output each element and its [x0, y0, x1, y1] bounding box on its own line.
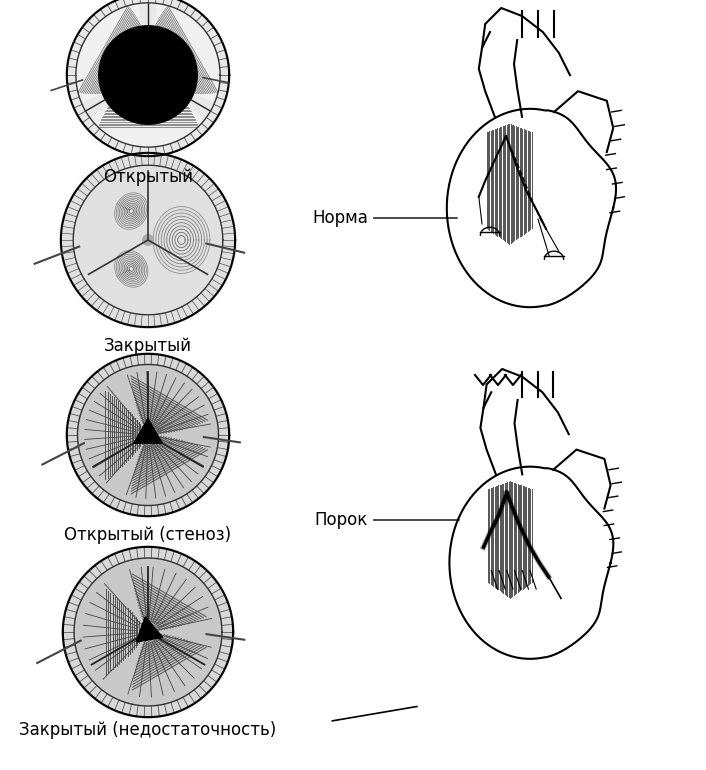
Text: Закрытый: Закрытый	[104, 337, 192, 355]
Polygon shape	[66, 353, 230, 517]
Polygon shape	[60, 152, 236, 328]
Polygon shape	[91, 105, 205, 147]
Polygon shape	[66, 0, 230, 157]
Polygon shape	[76, 4, 141, 102]
Polygon shape	[78, 364, 219, 506]
Text: Открытый (стеноз): Открытый (стеноз)	[64, 526, 232, 544]
Polygon shape	[62, 546, 234, 718]
Text: Норма: Норма	[312, 209, 457, 227]
Polygon shape	[60, 152, 236, 328]
Polygon shape	[134, 419, 162, 444]
Polygon shape	[66, 0, 230, 157]
Polygon shape	[74, 558, 222, 706]
Polygon shape	[143, 235, 153, 246]
Polygon shape	[155, 4, 220, 102]
Polygon shape	[136, 617, 162, 642]
Polygon shape	[66, 353, 230, 517]
Polygon shape	[99, 26, 197, 124]
Text: Открытый: Открытый	[103, 168, 193, 186]
Polygon shape	[62, 546, 234, 718]
Text: Порок: Порок	[315, 511, 459, 529]
Text: Закрытый (недостаточность): Закрытый (недостаточность)	[19, 721, 277, 739]
